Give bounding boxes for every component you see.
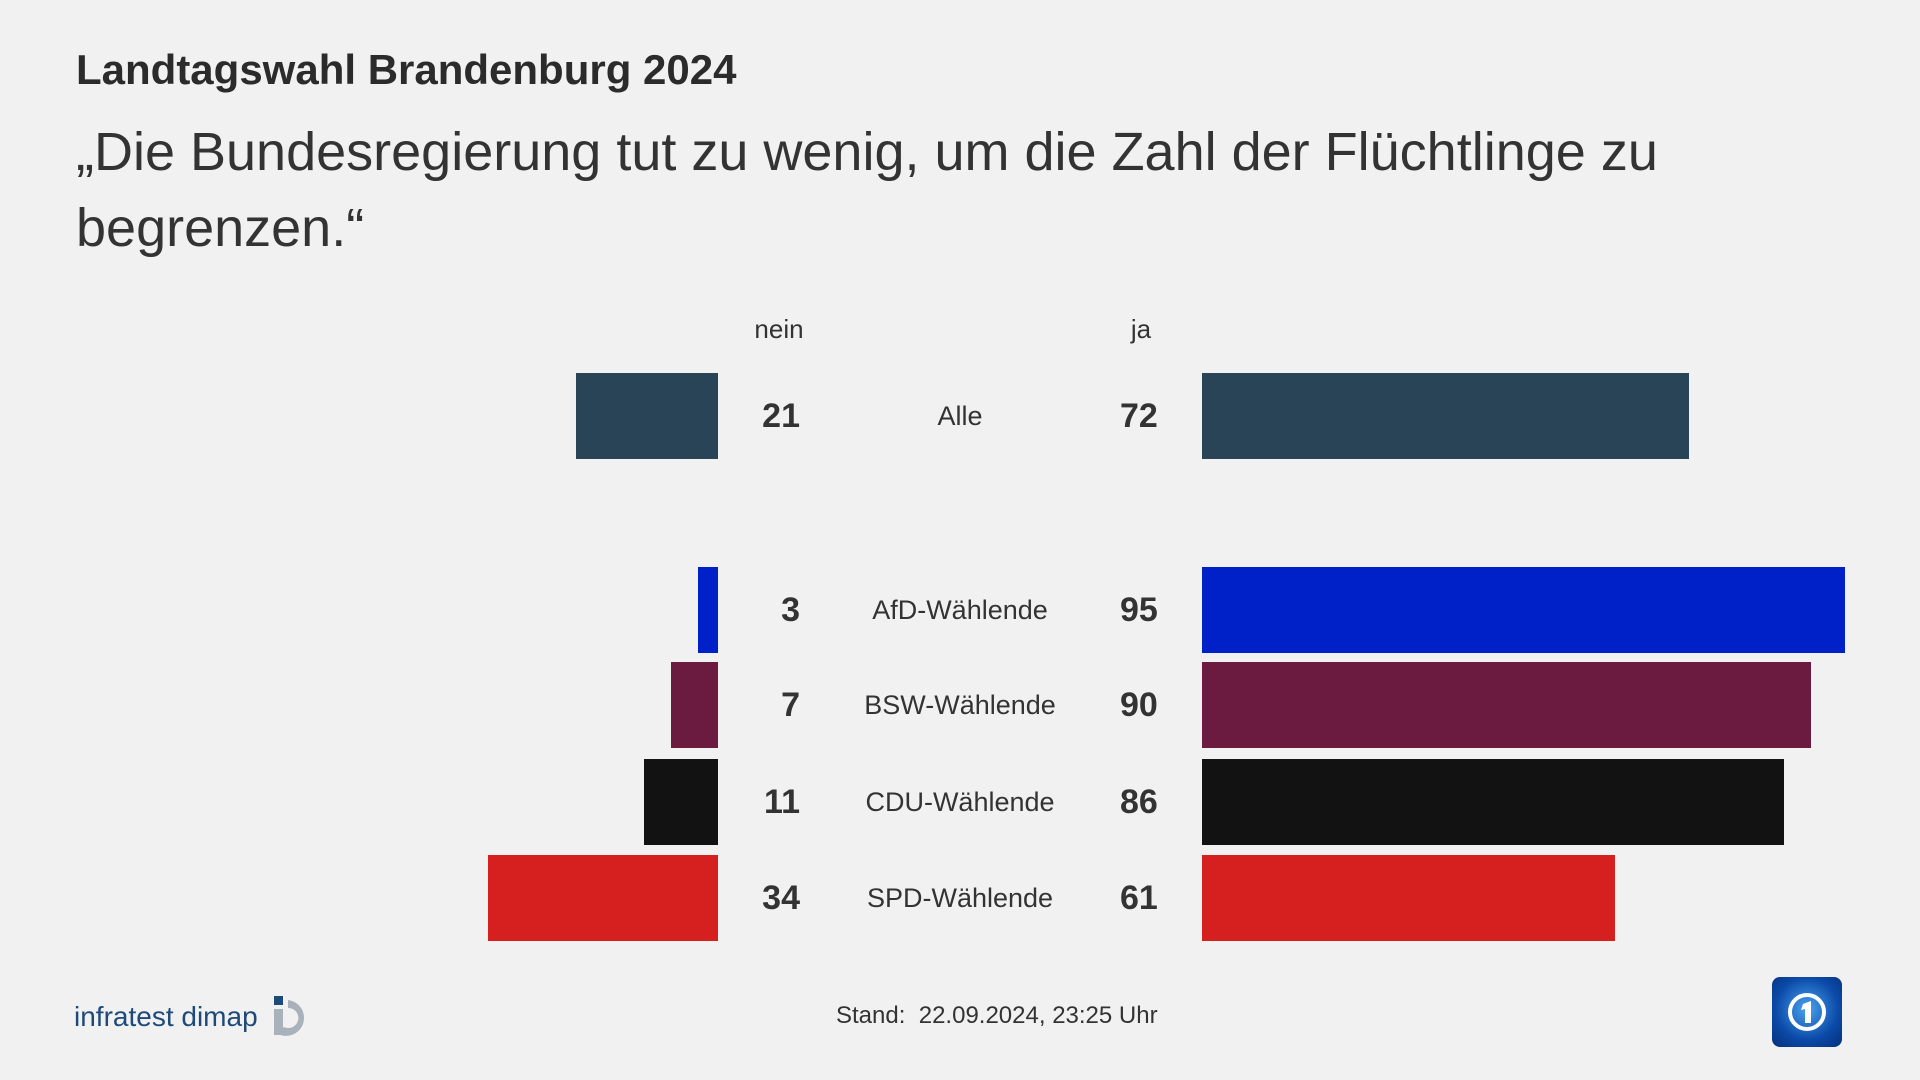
category-label: Alle bbox=[937, 401, 983, 431]
infratest-dimap-logo: infratest dimap bbox=[74, 994, 316, 1040]
value-ja: 61 bbox=[1120, 879, 1158, 917]
bar-nein bbox=[575, 373, 718, 459]
chart-subtitle: „Die Bundesregierung tut zu wenig, um di… bbox=[76, 122, 1658, 258]
value-nein: 21 bbox=[762, 397, 800, 435]
bar-ja bbox=[1202, 662, 1812, 748]
value-nein: 11 bbox=[764, 783, 800, 821]
bar-ja bbox=[1202, 855, 1615, 941]
value-nein: 34 bbox=[762, 879, 800, 917]
bar-ja bbox=[1202, 759, 1785, 845]
column-label-nein: nein bbox=[754, 314, 804, 344]
source-label: infratest dimap bbox=[74, 1001, 258, 1032]
category-label: AfD-Wählende bbox=[872, 595, 1048, 625]
value-nein: 3 bbox=[781, 591, 800, 629]
bar-nein bbox=[487, 855, 718, 941]
category-label: SPD-Wählende bbox=[866, 883, 1054, 913]
column-label-ja: ja bbox=[1130, 314, 1152, 344]
infratest-dimap-mark-icon bbox=[273, 996, 304, 1036]
bar-nein bbox=[670, 662, 718, 748]
timestamp: Stand: 22.09.2024, 23:25 Uhr bbox=[836, 1002, 1158, 1030]
bar-ja bbox=[1202, 373, 1690, 459]
chart-title: Landtagswahl Brandenburg 2024 bbox=[76, 46, 737, 93]
value-ja: 72 bbox=[1120, 397, 1158, 435]
category-label: CDU-Wählende bbox=[865, 787, 1055, 817]
bar-nein bbox=[697, 567, 718, 653]
category-label: BSW-Wählende bbox=[864, 690, 1056, 720]
ard-one-icon bbox=[1788, 993, 1826, 1031]
stand-value: 22.09.2024, 23:25 Uhr bbox=[918, 1002, 1158, 1029]
value-nein: 7 bbox=[781, 686, 800, 724]
ard-logo bbox=[1772, 977, 1842, 1047]
stand-label: Stand: bbox=[836, 1002, 906, 1029]
value-ja: 90 bbox=[1120, 686, 1158, 724]
bar-nein bbox=[643, 759, 718, 845]
value-ja: 86 bbox=[1120, 783, 1158, 821]
bar-ja bbox=[1202, 567, 1846, 653]
value-ja: 95 bbox=[1120, 591, 1158, 629]
